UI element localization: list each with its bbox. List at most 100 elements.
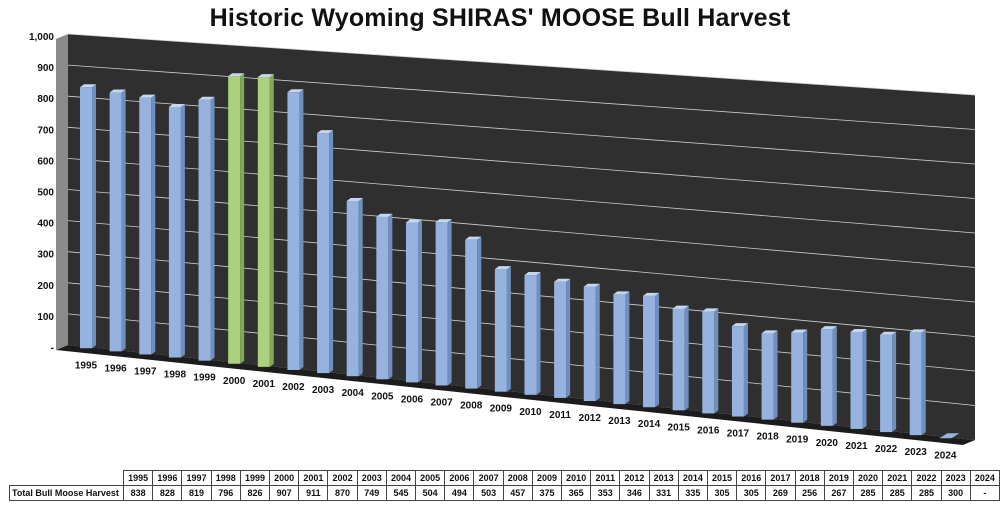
bar-top — [376, 213, 393, 217]
data-table-header-row: 1995 1996 1997 1998 1999 2000 2001 2002 2003 2004… — [10, 470, 1000, 486]
bar-front — [287, 92, 300, 370]
y-tick-label: 500 — [37, 188, 54, 199]
x-tick-label: 2023 — [905, 447, 928, 458]
bar-side — [447, 219, 452, 386]
data-table-year-cell: 1999 — [239, 470, 271, 486]
data-table-value-cell: 819 — [181, 485, 212, 501]
x-tick-label: 2001 — [253, 379, 276, 390]
bar — [465, 236, 482, 389]
bar — [909, 329, 926, 436]
data-table-value-cell: 335 — [677, 485, 708, 501]
plot-side-wall — [56, 34, 68, 350]
bar-front — [346, 201, 359, 377]
bar-front — [880, 334, 893, 433]
bar-side — [299, 89, 304, 370]
gridline — [67, 64, 976, 130]
data-table-year-cell: 2007 — [473, 470, 504, 486]
bar-side — [773, 330, 778, 420]
data-table-value-cell: 353 — [590, 485, 621, 501]
data-table-year-cell: 2019 — [823, 470, 854, 486]
bar-top — [880, 331, 897, 335]
bar-front — [909, 332, 922, 436]
bar — [791, 329, 808, 423]
bar-top — [346, 198, 363, 202]
x-tick-label: 2012 — [579, 413, 602, 424]
y-axis: - 100 200 300 400 500 600 700 800 900 1,000 — [29, 32, 54, 354]
bar-side — [180, 104, 185, 358]
bar-front — [820, 329, 833, 426]
bar-side — [536, 272, 541, 395]
gridlines — [67, 33, 976, 406]
bar-top — [139, 94, 156, 98]
bar-top — [761, 330, 778, 334]
bar — [939, 433, 960, 439]
bar — [820, 326, 837, 426]
data-table-year-cell: 1996 — [152, 470, 183, 486]
bar — [524, 272, 541, 395]
bar-front — [643, 295, 656, 408]
bar-side — [477, 236, 482, 389]
bar-front — [376, 216, 389, 380]
x-tick-label: 2008 — [460, 401, 483, 412]
data-table-value-cell: 826 — [239, 485, 271, 501]
gridline — [67, 95, 976, 165]
bar-side — [210, 96, 215, 361]
bar-front — [465, 239, 478, 389]
data-table-value-cell: 907 — [269, 485, 300, 501]
bar-top — [791, 329, 808, 333]
y-tick-label: 800 — [37, 94, 54, 105]
x-tick-label: 2000 — [223, 376, 246, 387]
bar-side — [240, 73, 245, 364]
data-table-year-cell: 2013 — [648, 470, 679, 486]
x-tick-label: 2013 — [608, 416, 631, 427]
bar-top — [554, 278, 571, 282]
bars — [80, 73, 960, 439]
bar-side — [892, 331, 897, 433]
data-table-year-cell: 2004 — [385, 470, 417, 486]
bar-top — [909, 329, 926, 333]
data-table-year-cell: 2010 — [561, 470, 592, 486]
data-table-value-cell: 305 — [736, 485, 767, 501]
data-table-value-cell: 269 — [765, 485, 796, 501]
bar-side — [921, 329, 926, 436]
bar-top — [731, 323, 748, 327]
bar — [435, 219, 452, 386]
bar-side — [862, 328, 867, 429]
bar-front — [80, 87, 92, 349]
data-table-year-cell: 2016 — [736, 470, 767, 486]
data-table-year-cell: 1998 — [210, 470, 241, 486]
y-tick-label: 1,000 — [29, 32, 54, 43]
bar-side — [595, 283, 600, 402]
bar-side — [714, 308, 719, 414]
gridline — [67, 189, 976, 268]
bar-front — [317, 133, 330, 374]
data-table-year-cell: 2018 — [794, 470, 825, 486]
data-table-year-cell: 2014 — [677, 470, 708, 486]
bar — [257, 74, 274, 367]
bar-top — [583, 283, 600, 287]
data-table-value-cell: 911 — [298, 485, 329, 501]
chart-title: Historic Wyoming SHIRAS' MOOSE Bull Harv… — [209, 4, 791, 32]
bar-side — [566, 278, 571, 398]
bar-front — [524, 275, 537, 395]
bar-front — [435, 222, 448, 386]
y-tick-label: 200 — [37, 281, 54, 292]
data-table-year-cell: 1995 — [123, 470, 154, 486]
bar — [583, 283, 600, 402]
data-table-value-cell: - — [969, 485, 1000, 501]
data-table-value-cell: 545 — [385, 485, 417, 501]
bar-top — [228, 73, 245, 77]
bar-side — [832, 326, 837, 426]
bar-front — [228, 76, 241, 364]
data-table-value-cell: 331 — [648, 485, 679, 501]
bar — [672, 305, 689, 411]
data-table-year-cell: 2003 — [356, 470, 387, 486]
bar-top — [465, 236, 482, 240]
bar-front — [613, 294, 626, 405]
data-table-year-cell: 2021 — [882, 470, 913, 486]
bar-front — [672, 308, 685, 411]
bar-side — [417, 219, 422, 383]
data-table-value-cell: 267 — [823, 485, 854, 501]
x-tick-label: 2019 — [786, 435, 809, 446]
plot-floor — [56, 345, 975, 445]
